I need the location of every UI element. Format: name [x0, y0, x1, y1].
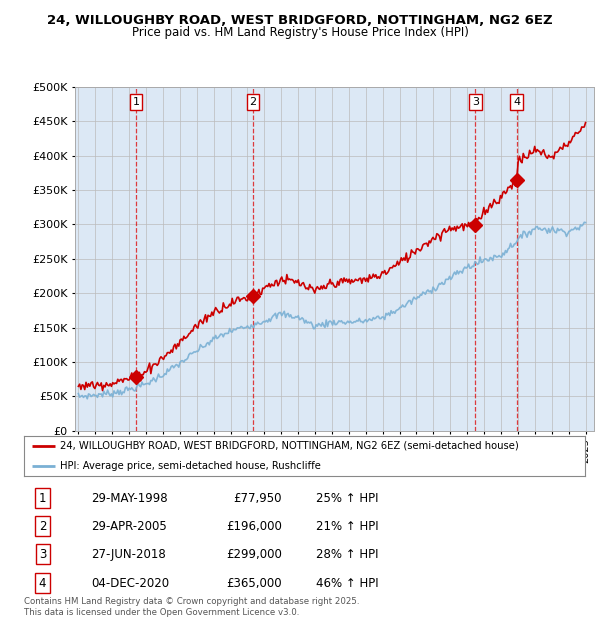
Text: 21% ↑ HPI: 21% ↑ HPI — [316, 520, 379, 533]
Text: 4: 4 — [39, 577, 46, 590]
Text: 29-MAY-1998: 29-MAY-1998 — [91, 492, 168, 505]
Text: 3: 3 — [39, 547, 46, 560]
Text: 3: 3 — [472, 97, 479, 107]
Text: Price paid vs. HM Land Registry's House Price Index (HPI): Price paid vs. HM Land Registry's House … — [131, 26, 469, 39]
Text: £196,000: £196,000 — [226, 520, 282, 533]
Text: 24, WILLOUGHBY ROAD, WEST BRIDGFORD, NOTTINGHAM, NG2 6EZ (semi-detached house): 24, WILLOUGHBY ROAD, WEST BRIDGFORD, NOT… — [61, 441, 519, 451]
Text: 2: 2 — [250, 97, 257, 107]
Text: Contains HM Land Registry data © Crown copyright and database right 2025.
This d: Contains HM Land Registry data © Crown c… — [24, 598, 359, 617]
Text: 27-JUN-2018: 27-JUN-2018 — [91, 547, 166, 560]
Text: 04-DEC-2020: 04-DEC-2020 — [91, 577, 169, 590]
Text: £365,000: £365,000 — [226, 577, 282, 590]
Text: 46% ↑ HPI: 46% ↑ HPI — [316, 577, 379, 590]
Text: £77,950: £77,950 — [233, 492, 282, 505]
Text: 24, WILLOUGHBY ROAD, WEST BRIDGFORD, NOTTINGHAM, NG2 6EZ: 24, WILLOUGHBY ROAD, WEST BRIDGFORD, NOT… — [47, 14, 553, 27]
Text: £299,000: £299,000 — [226, 547, 282, 560]
Text: 25% ↑ HPI: 25% ↑ HPI — [316, 492, 378, 505]
Text: 1: 1 — [133, 97, 140, 107]
Text: 28% ↑ HPI: 28% ↑ HPI — [316, 547, 378, 560]
Text: 29-APR-2005: 29-APR-2005 — [91, 520, 167, 533]
Text: 2: 2 — [39, 520, 46, 533]
Text: 1: 1 — [39, 492, 46, 505]
Text: HPI: Average price, semi-detached house, Rushcliffe: HPI: Average price, semi-detached house,… — [61, 461, 322, 471]
Text: 4: 4 — [513, 97, 520, 107]
